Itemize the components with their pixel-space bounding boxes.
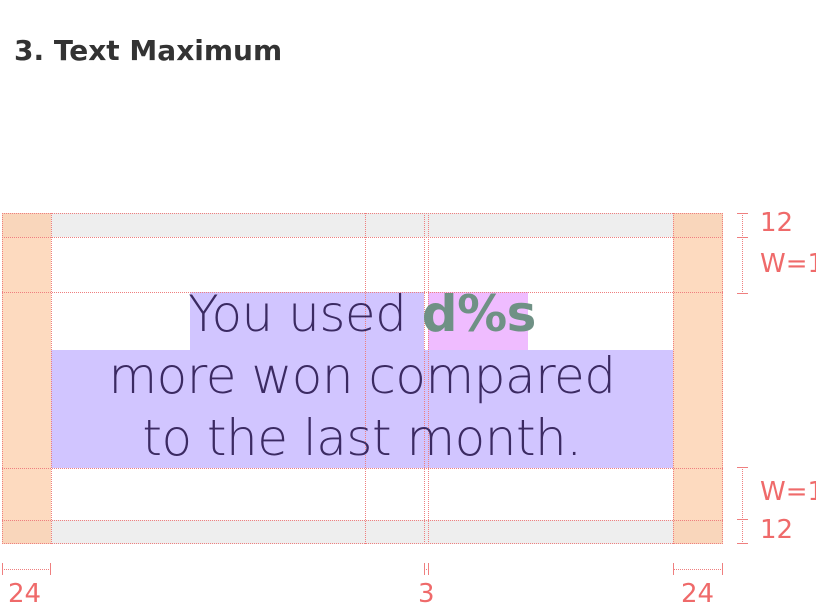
right-margin-label: 24: [681, 579, 715, 609]
guide-line: [673, 213, 674, 544]
guide-line: [51, 213, 52, 544]
guide-line: [2, 520, 723, 521]
message-value: d%s: [421, 285, 537, 343]
bottom-spacer-label: W=1: [760, 477, 816, 507]
message-line2: more won compared: [108, 347, 616, 405]
section-title: 3. Text Maximum: [14, 34, 283, 67]
left-margin-area: [2, 213, 51, 544]
message-line1: You used: [188, 285, 422, 343]
left-margin-dimension-line: [2, 569, 51, 570]
dimension-tick: [737, 237, 748, 238]
gap-label: 3: [418, 579, 435, 609]
bottom-padding-area: [2, 520, 723, 544]
dimension-tick: [428, 563, 429, 575]
spec-outline: [2, 213, 723, 544]
dimension-tick: [50, 563, 51, 575]
right-margin-area: [673, 213, 723, 544]
dimension-tick: [424, 563, 425, 575]
layout-spec-diagram: You used d%s more won compared to the la…: [2, 213, 723, 544]
dimension-tick: [722, 563, 723, 575]
text-lines-highlight: [51, 350, 673, 468]
dimension-tick: [737, 213, 748, 214]
dimension-tick: [2, 563, 3, 575]
top-padding-label: 12: [760, 208, 794, 238]
top-dimension-line: [742, 213, 743, 294]
guide-line: [2, 237, 723, 238]
guide-line: [2, 468, 723, 469]
gap-guide-line: [424, 213, 425, 544]
dimension-tick: [737, 543, 748, 544]
right-margin-dimension-line: [673, 569, 723, 570]
top-padding-area: [2, 213, 723, 237]
left-margin-label: 24: [8, 579, 42, 609]
gap-guide-line: [428, 213, 429, 544]
guide-line: [2, 292, 723, 293]
dimension-tick: [737, 467, 748, 468]
text-line1-highlight: [190, 292, 424, 350]
message-line3: to the last month.: [142, 409, 582, 467]
top-spacer-label: W=1: [760, 249, 816, 279]
dimension-tick: [737, 519, 748, 520]
gap-dimension-line: [424, 569, 429, 570]
message-text: You used d%s more won compared to the la…: [51, 283, 673, 469]
center-guide-line: [365, 213, 366, 544]
dimension-tick: [737, 293, 748, 294]
dimension-tick: [673, 563, 674, 575]
bottom-padding-label: 12: [760, 515, 794, 545]
bottom-dimension-line: [742, 467, 743, 544]
bold-value-highlight: [428, 292, 528, 350]
